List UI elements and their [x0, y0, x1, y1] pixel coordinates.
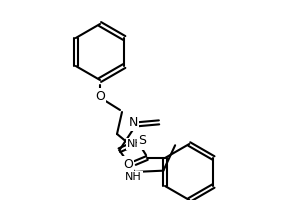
Text: O: O [123, 158, 133, 170]
Text: O: O [95, 90, 105, 102]
Text: S: S [138, 134, 146, 147]
Text: NH: NH [127, 139, 143, 149]
Text: N: N [128, 116, 138, 129]
Text: NH: NH [125, 172, 142, 182]
